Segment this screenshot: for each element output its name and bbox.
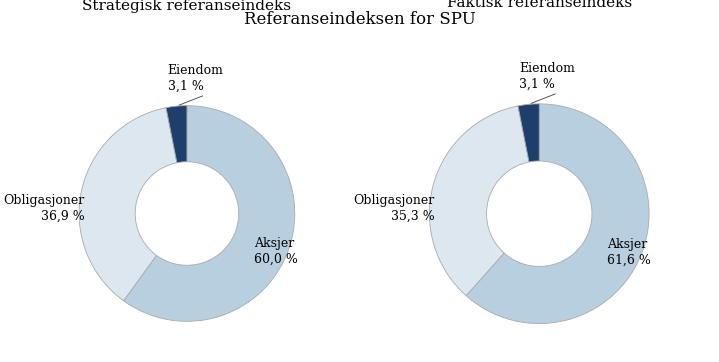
- Text: Aksjer
60,0 %: Aksjer 60,0 %: [254, 237, 298, 266]
- Text: Obligasjoner
36,9 %: Obligasjoner 36,9 %: [3, 194, 85, 223]
- Text: Referanseindeksen for SPU: Referanseindeksen for SPU: [244, 11, 475, 28]
- Title: Strategisk referanseindeks: Strategisk referanseindeks: [83, 0, 291, 13]
- Title: Faktisk referanseindeks: Faktisk referanseindeks: [446, 0, 632, 10]
- Text: Aksjer
61,6 %: Aksjer 61,6 %: [608, 237, 651, 267]
- Wedge shape: [466, 104, 649, 324]
- Text: Eiendom
3,1 %: Eiendom 3,1 %: [168, 64, 224, 93]
- Text: Obligasjoner
35,3 %: Obligasjoner 35,3 %: [354, 194, 435, 223]
- Wedge shape: [518, 104, 539, 162]
- Wedge shape: [429, 106, 529, 296]
- Wedge shape: [124, 106, 295, 321]
- Text: Eiendom
3,1 %: Eiendom 3,1 %: [519, 62, 575, 91]
- Wedge shape: [166, 106, 187, 163]
- Wedge shape: [79, 108, 177, 301]
